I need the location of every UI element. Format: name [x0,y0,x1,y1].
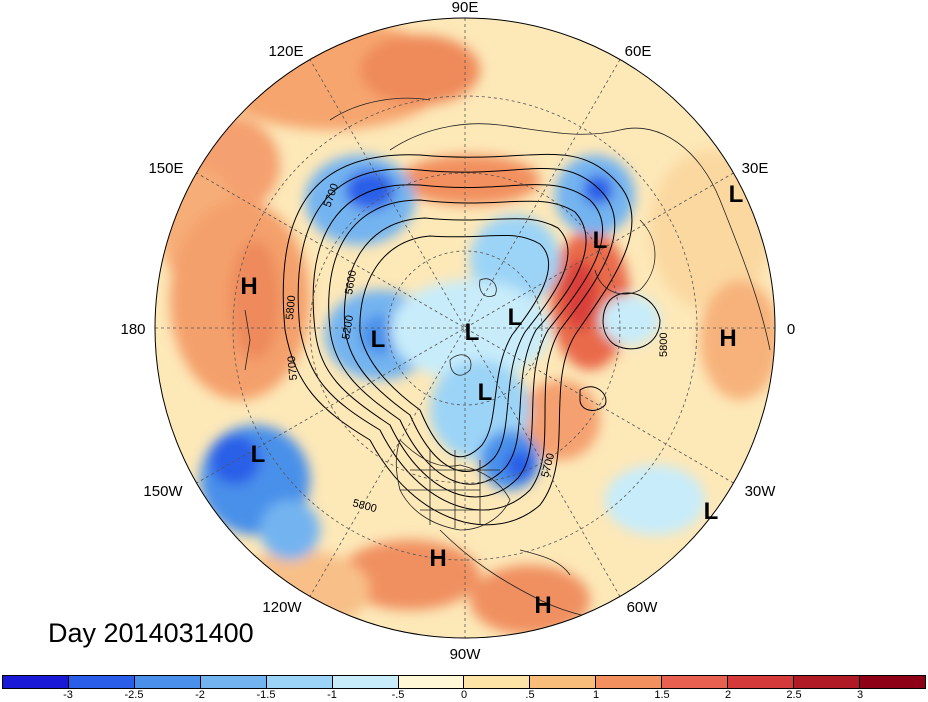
low-pressure-marker: L [465,319,480,346]
colorbar-tick-label: .5 [525,689,535,701]
colorbar-tick-label: 0 [460,689,468,701]
colorbar-tick-label: -1.5 [256,689,276,701]
low-pressure-marker: L [251,441,266,468]
colorbar-tick-label: 2.5 [786,689,802,701]
high-pressure-marker: H [719,325,736,352]
colorbar-segment [728,676,795,688]
height-contours [282,153,661,526]
colorbar-tick-label: -.5 [391,689,405,701]
colorbar-tick-label: -2 [195,689,205,701]
coastlines [244,97,771,626]
colorbar-segment [266,676,333,688]
lon-label-150e: 150E [148,160,183,177]
map-title: Day 2014031400 [48,618,254,648]
colorbar-tick-label: -2.5 [124,689,144,701]
colorbar-segment [134,676,201,688]
low-pressure-marker: L [508,304,523,331]
colorbar-segment [3,676,69,688]
lon-label-90w: 90W [450,646,482,663]
graticule [155,18,775,638]
lon-label-120w: 120W [262,599,302,616]
lon-label-30e: 30E [742,160,769,177]
colorbar-segment [662,676,729,688]
low-pressure-marker: L [478,379,493,406]
colorbar-segment [794,676,860,688]
lon-label-90e: 90E [452,0,479,16]
colorbar [2,675,926,689]
colorbar-tick-label: 2 [724,689,732,701]
low-pressure-marker: L [371,326,386,353]
low-pressure-marker: L [729,181,744,208]
contour-label: 5800 [284,295,298,320]
lon-label-180: 180 [120,321,145,338]
colorbar-segment [596,676,663,688]
lon-label-30w: 30W [745,483,777,500]
colorbar-segment [398,676,465,688]
contour-label: 5800 [658,333,670,357]
lon-label-60w: 60W [627,599,659,616]
lon-label-60e: 60E [625,43,652,60]
low-pressure-marker: L [593,227,608,254]
low-pressure-marker: L [704,498,719,525]
lon-label-120e: 120E [268,43,303,60]
high-pressure-marker: H [240,273,257,300]
colorbar-tick-label: 3 [856,689,864,701]
lon-label-150w: 150W [143,483,183,500]
colorbar-segment [530,676,597,688]
colorbar-tick-label: 1 [592,689,600,701]
colorbar-labels: -3 -2.5 -2 -1.5 -1 -.5 0 .5 1 1.5 2 2.5 3 [2,689,926,702]
colorbar-segment [859,676,925,688]
colorbar-segment [332,676,399,688]
colorbar-tick-label: -1 [327,689,337,701]
contour-label: 5200 [340,314,356,340]
colorbar-segment [200,676,267,688]
colorbar-tick-label: 1.5 [654,689,670,701]
contour-label: 5600 [343,269,359,295]
colorbar-segment [68,676,135,688]
contour-label: 5700 [286,355,300,380]
map-boundary [154,17,776,639]
high-pressure-marker: H [534,592,551,619]
colorbar-segment [464,676,531,688]
colorbar-tick-label: -3 [63,689,73,701]
high-pressure-marker: H [429,545,446,572]
anomaly-field [155,18,775,638]
lon-label-0: 0 [787,321,795,338]
